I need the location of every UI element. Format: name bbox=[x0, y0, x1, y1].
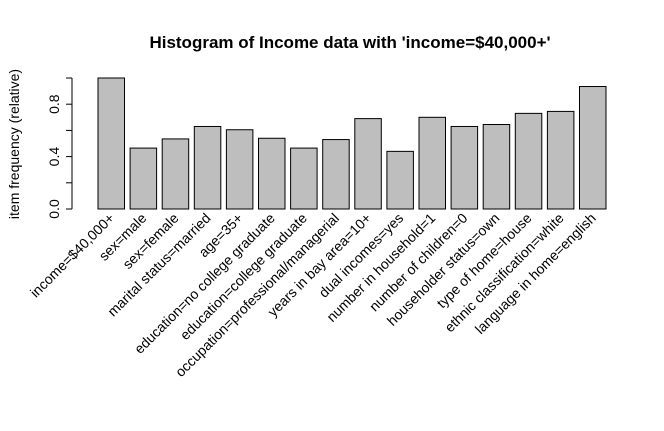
bar bbox=[129, 147, 158, 210]
x-labels: income=$40,000+sex=malesex=femalemarital… bbox=[27, 210, 599, 380]
bar bbox=[290, 147, 318, 210]
bar bbox=[225, 129, 254, 210]
bar bbox=[322, 139, 350, 210]
y-tick-label: 0.0 bbox=[46, 199, 62, 219]
bar bbox=[450, 125, 479, 210]
bars bbox=[97, 77, 607, 210]
bar bbox=[258, 137, 286, 210]
y-axis-label: item frequency (relative) bbox=[6, 69, 22, 219]
y-tick-label: 0.8 bbox=[46, 94, 62, 114]
chart-title: Histogram of Income data with 'income=$4… bbox=[149, 33, 550, 52]
bar bbox=[546, 110, 575, 210]
bar bbox=[97, 77, 125, 210]
bar bbox=[482, 124, 511, 210]
bar bbox=[579, 86, 607, 210]
bar bbox=[386, 150, 414, 210]
bar bbox=[193, 125, 222, 210]
bar bbox=[354, 118, 382, 210]
y-ticks: 0.0 0.4 0.8 bbox=[46, 77, 72, 219]
y-tick-label: 0.4 bbox=[46, 147, 62, 167]
bar bbox=[418, 116, 446, 210]
bar bbox=[514, 112, 543, 210]
bar bbox=[161, 138, 190, 210]
